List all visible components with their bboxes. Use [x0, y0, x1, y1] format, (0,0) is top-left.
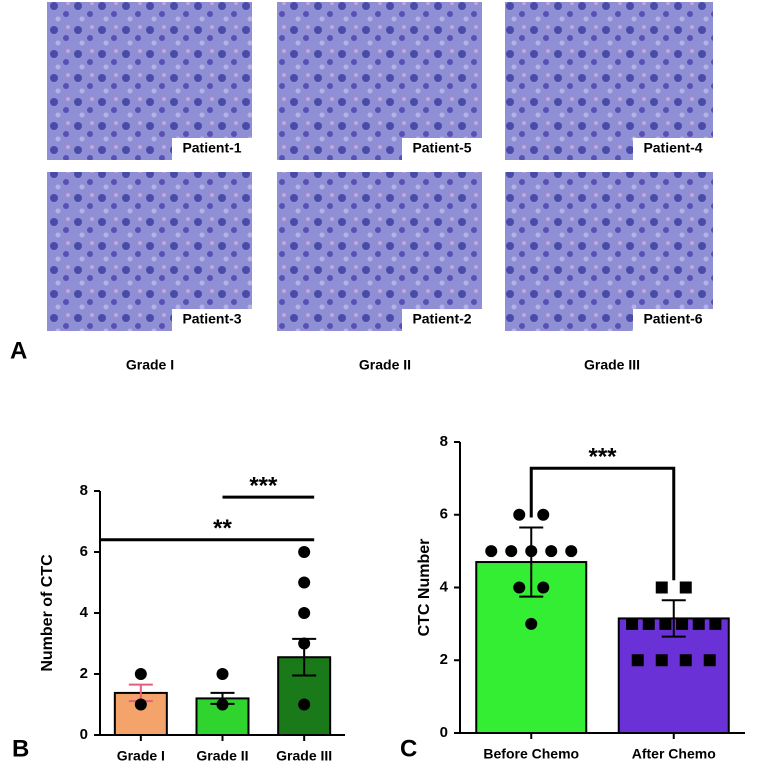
image-label: Patient-6 — [643, 311, 702, 327]
y-tick-label: 6 — [80, 543, 88, 560]
histology-image — [505, 2, 713, 160]
image-label-box — [633, 309, 713, 331]
x-tick-label: Grade III — [276, 748, 332, 764]
data-point — [709, 617, 722, 630]
histology-image — [505, 172, 713, 331]
image-label-box — [633, 138, 713, 160]
image-label: Patient-4 — [643, 140, 702, 156]
data-point — [298, 698, 311, 711]
data-point — [298, 637, 311, 650]
y-tick-label: 4 — [80, 604, 89, 621]
histology-image — [277, 172, 482, 331]
data-point — [692, 617, 705, 630]
image-label: Patient-3 — [182, 311, 241, 327]
data-point — [565, 545, 578, 558]
image-label-box — [402, 138, 482, 160]
significance-stars: *** — [588, 444, 617, 471]
data-point — [513, 508, 526, 521]
y-tick-label: 6 — [440, 506, 448, 523]
y-tick-label: 8 — [80, 482, 88, 499]
panel-label: C — [400, 735, 417, 762]
image-label-box — [172, 138, 252, 160]
significance-line — [529, 466, 676, 581]
grade-label: Grade I — [126, 357, 174, 373]
error-bar — [661, 599, 686, 638]
data-point — [525, 545, 538, 558]
data-point — [659, 617, 672, 630]
data-point — [545, 545, 558, 558]
y-tick-label: 4 — [440, 578, 449, 595]
image-label-box — [402, 309, 482, 331]
data-point — [655, 581, 668, 594]
image-label: Patient-2 — [412, 311, 471, 327]
data-point — [298, 607, 311, 619]
error-bar — [519, 526, 544, 598]
data-point — [298, 546, 311, 558]
x-tick-label: After Chemo — [632, 746, 716, 762]
data-point — [505, 545, 518, 558]
data-point — [537, 508, 550, 521]
y-axis-title: CTC Number — [416, 539, 433, 637]
panel-label: A — [10, 337, 27, 364]
data-point — [679, 654, 692, 667]
image-label: Patient-1 — [182, 140, 241, 156]
image-label: Patient-5 — [412, 140, 471, 156]
data-point — [631, 654, 644, 667]
data-point — [485, 545, 498, 558]
image-label-box — [172, 309, 252, 331]
histology-image — [277, 2, 482, 160]
data-point — [134, 698, 147, 711]
data-point — [216, 698, 229, 711]
x-tick-label: Grade II — [196, 748, 248, 764]
y-tick-label: 2 — [440, 651, 448, 668]
data-point — [537, 581, 550, 594]
data-point — [626, 617, 639, 630]
x-tick-label: Grade I — [117, 748, 165, 764]
x-tick-label: Before Chemo — [483, 746, 579, 762]
histology-image — [47, 172, 252, 331]
data-point — [703, 654, 716, 667]
data-point — [676, 617, 689, 630]
significance-stars: ** — [213, 515, 232, 542]
data-point — [525, 617, 538, 630]
data-point — [679, 581, 692, 594]
histology-image — [47, 2, 252, 160]
y-axis-title: Number of CTC — [39, 554, 56, 672]
y-tick-label: 0 — [80, 726, 88, 743]
y-tick-label: 2 — [80, 665, 88, 682]
data-point — [298, 576, 311, 589]
y-tick-label: 8 — [440, 433, 448, 450]
data-point — [642, 617, 655, 630]
data-point — [134, 668, 147, 680]
significance-stars: *** — [249, 472, 278, 499]
y-tick-label: 0 — [440, 724, 448, 741]
data-point — [513, 581, 526, 594]
grade-label: Grade II — [359, 357, 411, 373]
data-point — [216, 668, 229, 680]
panel-label: B — [12, 735, 29, 762]
grade-label: Grade III — [584, 357, 640, 373]
data-point — [655, 654, 668, 667]
